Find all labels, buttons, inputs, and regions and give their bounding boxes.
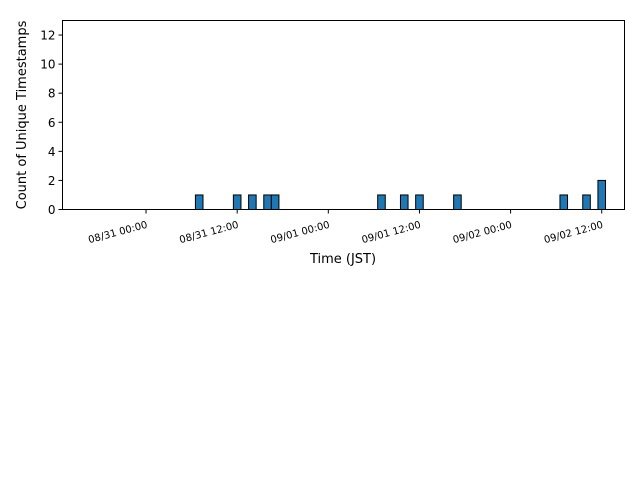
bar-2 bbox=[248, 194, 257, 211]
y-tick-label: 6 bbox=[48, 116, 56, 130]
bar-0 bbox=[194, 194, 204, 211]
bar-5 bbox=[377, 194, 386, 211]
y-ticks: 0 2 4 6 8 10 12 bbox=[40, 29, 63, 217]
y-tick-label: 12 bbox=[40, 29, 55, 43]
x-tick-label: 09/02 00:00 bbox=[452, 220, 514, 246]
bar-6 bbox=[399, 194, 409, 211]
plot-frame bbox=[62, 20, 625, 210]
x-tick-label: 09/02 12:00 bbox=[543, 220, 605, 246]
bars-layer bbox=[194, 179, 607, 211]
bar-1 bbox=[232, 194, 242, 211]
y-tick-label: 10 bbox=[40, 58, 55, 72]
bar-10 bbox=[582, 194, 591, 211]
x-tick-label: 09/01 00:00 bbox=[269, 220, 331, 246]
bar-3 bbox=[263, 194, 272, 211]
y-axis-label: Count of Unique Timestamps bbox=[15, 20, 30, 209]
bar-7 bbox=[415, 194, 424, 211]
y-tick-label: 2 bbox=[48, 174, 56, 188]
bar-9 bbox=[559, 194, 569, 211]
bar-8 bbox=[453, 194, 462, 211]
bar-11 bbox=[597, 179, 607, 210]
y-tick-label: 0 bbox=[48, 203, 56, 217]
x-tick-label: 09/01 12:00 bbox=[361, 220, 423, 246]
bar-4 bbox=[270, 194, 280, 211]
y-tick-label: 8 bbox=[48, 87, 56, 101]
x-ticks: 08/31 00:00 08/31 12:00 09/01 00:00 09/01 1… bbox=[87, 209, 605, 246]
x-tick-label: 08/31 12:00 bbox=[178, 220, 240, 246]
x-axis-label: Time (JST) bbox=[309, 252, 376, 267]
x-tick-label: 08/31 00:00 bbox=[87, 220, 149, 246]
y-tick-label: 4 bbox=[48, 145, 56, 159]
